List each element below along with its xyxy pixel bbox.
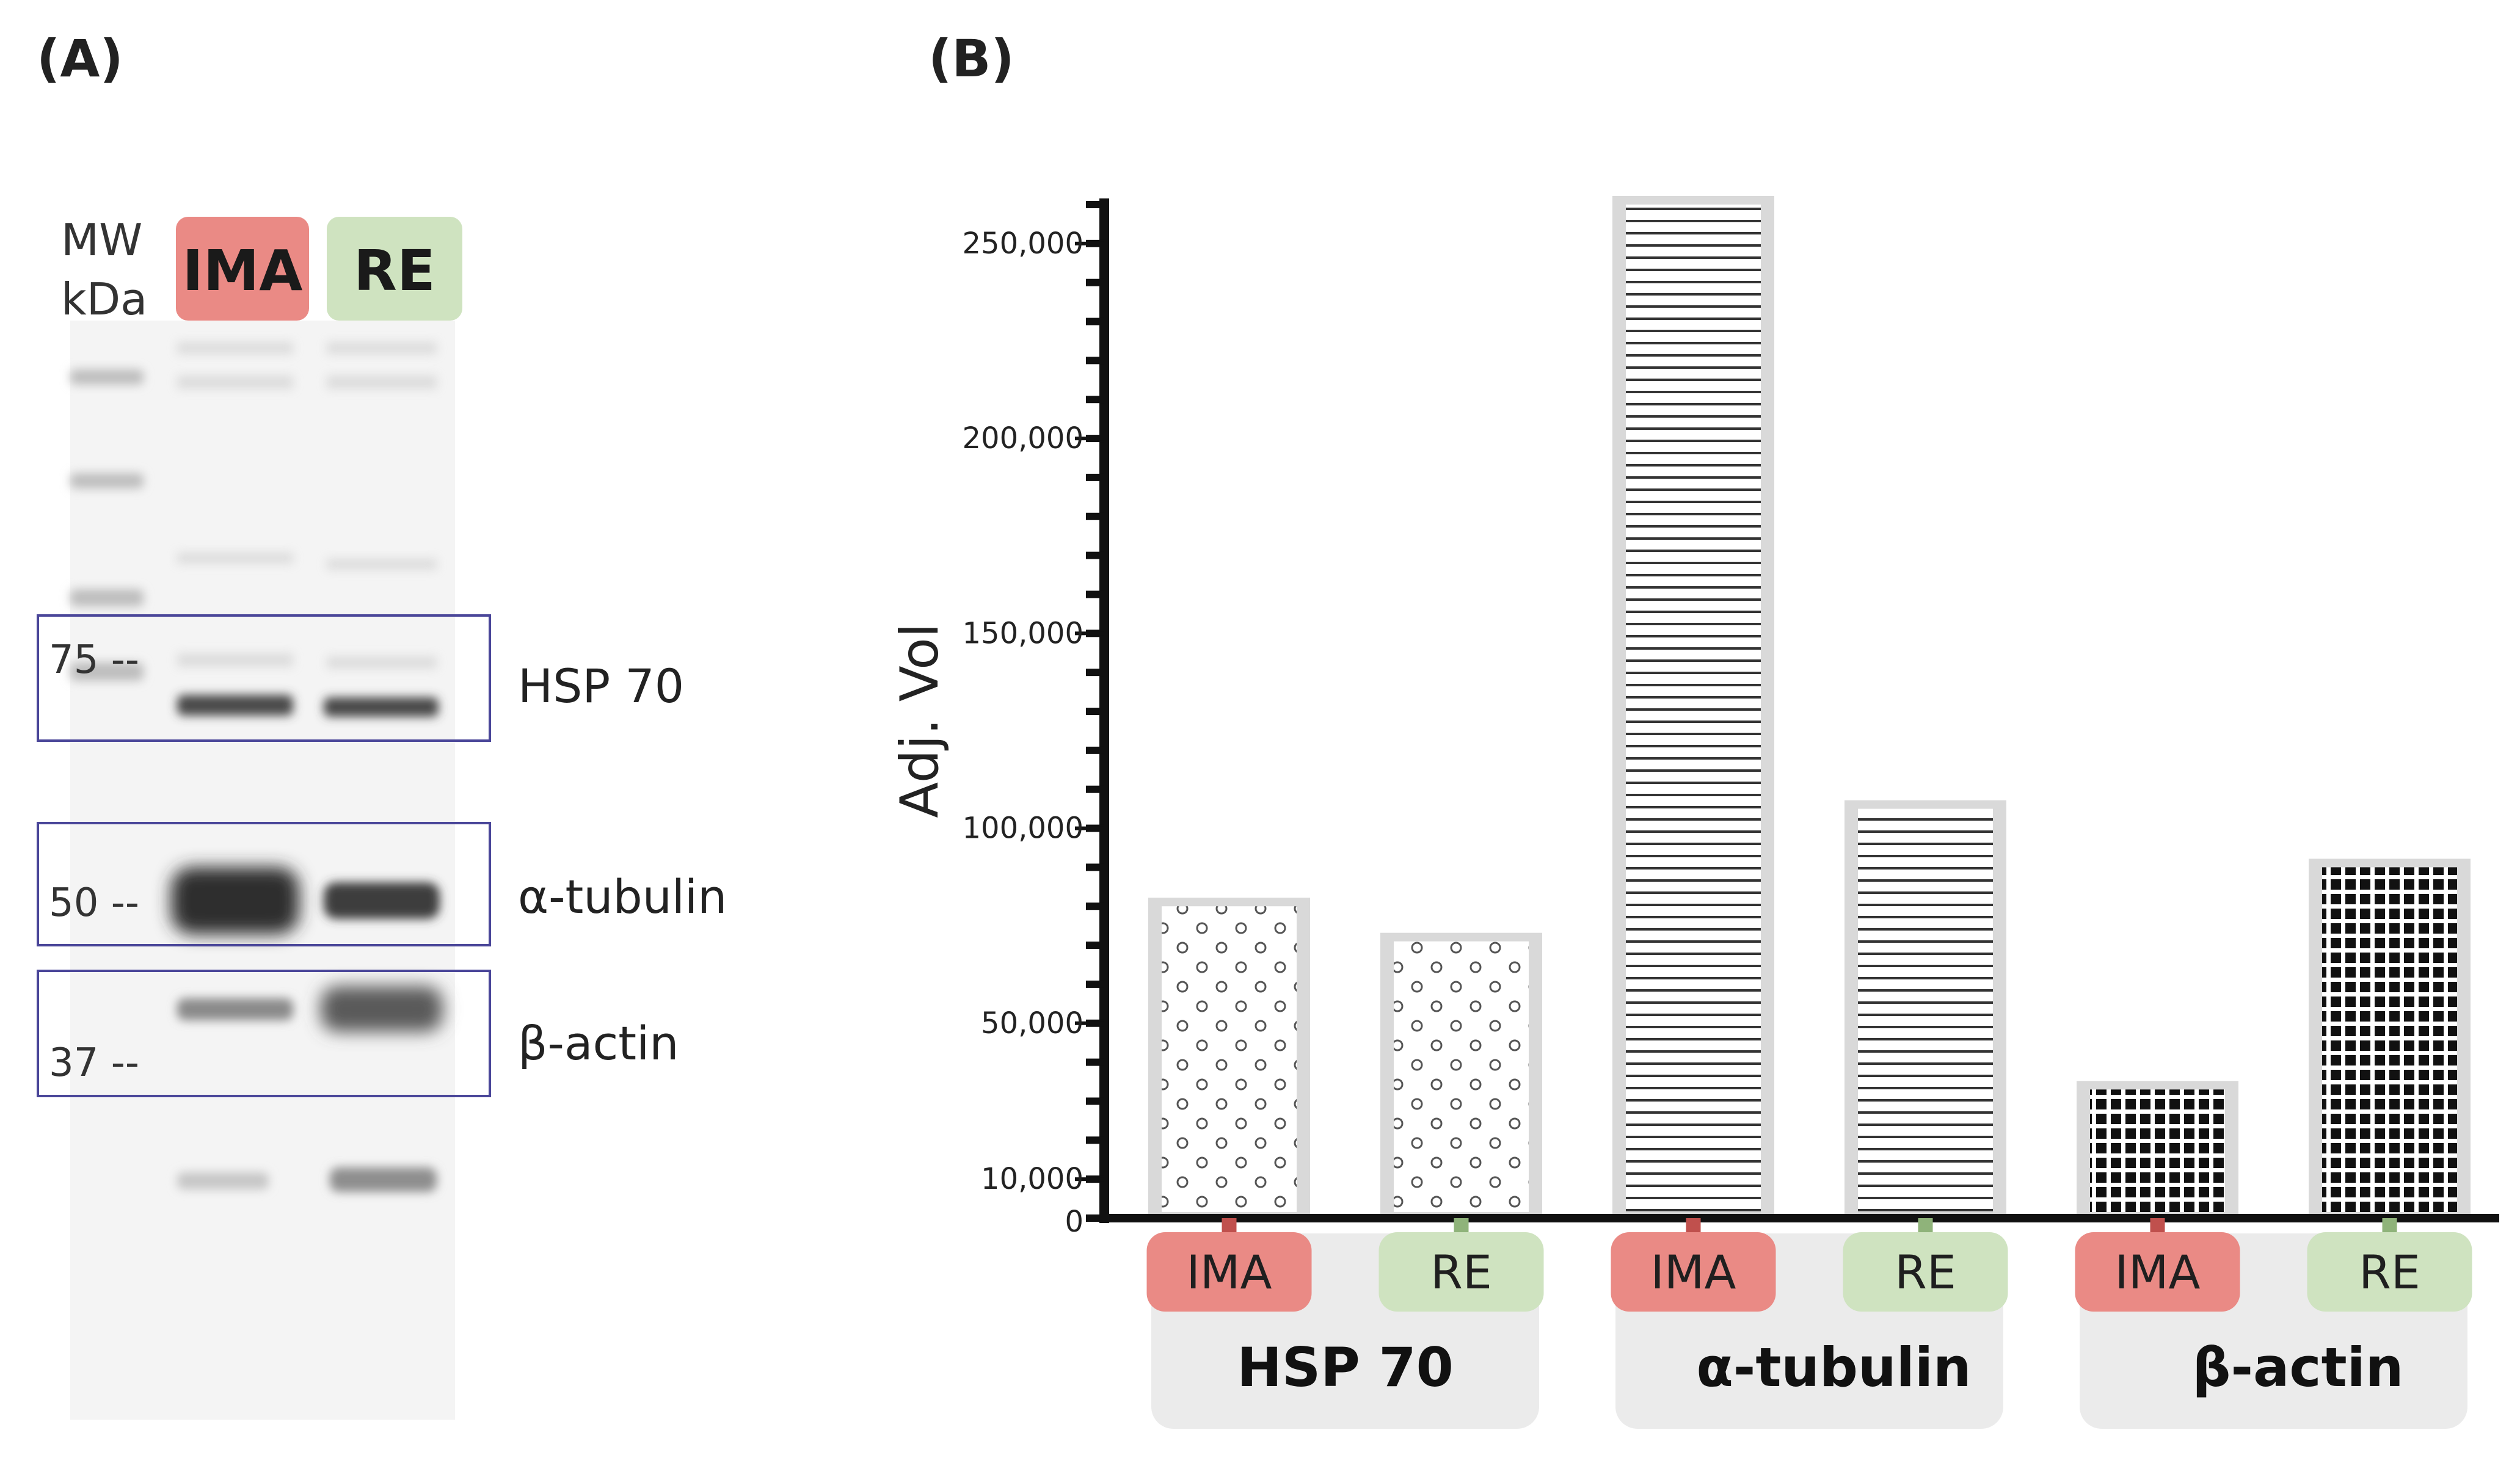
- y-tick-label: 250,000: [963, 227, 1084, 261]
- y-minor-tick: [1086, 318, 1104, 325]
- lane-re-badge: [327, 217, 462, 321]
- y-tick-label: 0: [1065, 1205, 1083, 1239]
- y-minor-tick: [1086, 746, 1104, 754]
- group-boxes: [1151, 1233, 2467, 1429]
- y-minor-tick: [1086, 669, 1104, 677]
- x-axis-line: [1099, 1214, 2499, 1222]
- panel-b-label: (B): [928, 29, 1014, 89]
- y-axis: 0 10,000 50,000 100,000 150,000 200,000 250,00…: [963, 198, 2499, 1239]
- protein-label-alpha-tubulin: α-tubulin: [518, 869, 727, 924]
- marker-50-label: 50 --: [49, 880, 139, 926]
- region-boxes: [37, 614, 491, 1097]
- lane-ima-badge: [176, 217, 309, 321]
- y-axis-title: Adj. Vol: [889, 623, 950, 818]
- y-minor-tick: [1086, 473, 1104, 481]
- mw-label-line1: MW: [61, 214, 142, 266]
- y-major-tick: [1075, 1021, 1104, 1025]
- bar: [2090, 1089, 2225, 1212]
- y-tick-label: 50,000: [981, 1006, 1083, 1040]
- lane-re-label: RE: [354, 238, 435, 303]
- y-minor-tick: [1086, 1058, 1104, 1066]
- bar: [1162, 906, 1297, 1212]
- bars: [1148, 196, 2471, 1218]
- bar: [1626, 205, 1761, 1212]
- condition-label: IMA: [1651, 1245, 1736, 1299]
- y-major-tick: [1075, 241, 1104, 245]
- faint-bands: [177, 342, 437, 669]
- y-minor-tick: [1086, 902, 1104, 910]
- lower-bands: [177, 1167, 437, 1192]
- condition-labels: HSP 70 IMA RE α-tubulin IMA RE β-actin IMA RE: [1146, 1218, 2472, 1399]
- condition-label: RE: [1430, 1245, 1492, 1299]
- y-tick-label: 200,000: [963, 421, 1084, 456]
- y-minor-tick: [1086, 278, 1104, 286]
- y-minor-tick: [1086, 980, 1104, 988]
- hsp70-region-box: [37, 614, 491, 742]
- protein-label-beta-actin: β-actin: [518, 1016, 679, 1070]
- lane-ima-label: IMA: [183, 238, 303, 303]
- y-tick-label: 100,000: [963, 811, 1084, 846]
- y-minor-tick: [1086, 1097, 1104, 1105]
- condition-badge: [1611, 1232, 1776, 1312]
- bar: [1394, 941, 1529, 1212]
- beta-actin-bands: [177, 986, 443, 1032]
- y-major-tick: [1075, 1177, 1104, 1182]
- y-major-tick: [1075, 437, 1104, 441]
- y-major-tick: [1075, 631, 1104, 636]
- y-minor-tick: [1086, 512, 1104, 520]
- y-tick-label: 10,000: [981, 1162, 1083, 1196]
- y-tick-label: 150,000: [963, 616, 1084, 650]
- condition-label: IMA: [2115, 1245, 2201, 1299]
- condition-badge: [1378, 1232, 1544, 1312]
- alpha-tubulin-bands: [171, 867, 440, 934]
- bar-chart: 0 10,000 50,000 100,000 150,000 200,000 250,00…: [889, 196, 2499, 1429]
- y-minor-tick: [1086, 785, 1104, 793]
- hsp70-bands: [177, 695, 439, 717]
- y-minor-tick: [1086, 942, 1104, 949]
- y-minor-tick: [1086, 201, 1104, 208]
- mw-label-line2: kDa: [61, 274, 147, 325]
- marker-37-label: 37 --: [49, 1040, 139, 1086]
- protein-label-hsp70: HSP 70: [518, 659, 684, 713]
- condition-label: RE: [1895, 1245, 1956, 1299]
- y-major-tick: [1075, 826, 1104, 830]
- group-label: β-actin: [2193, 1336, 2404, 1399]
- y-minor-tick: [1086, 863, 1104, 871]
- western-blot-panel: MW kDa IMA RE 75 -- 50 -- 37 -- HSP 70 α…: [37, 214, 727, 1420]
- panel-a-label: (A): [37, 29, 123, 89]
- group-label: α-tubulin: [1696, 1336, 1971, 1399]
- y-minor-tick: [1086, 357, 1104, 365]
- group-label: HSP 70: [1237, 1336, 1454, 1399]
- condition-badge: [2307, 1232, 2472, 1312]
- mw-ladder: [70, 369, 144, 681]
- condition-badge: [1843, 1232, 2008, 1312]
- y-minor-tick: [1086, 396, 1104, 404]
- alpha-tubulin-region-box: [37, 822, 491, 946]
- condition-label: IMA: [1187, 1245, 1272, 1299]
- bar: [2322, 867, 2457, 1212]
- condition-badge: [2075, 1232, 2240, 1312]
- y-minor-tick: [1086, 708, 1104, 715]
- marker-75-label: 75 --: [49, 637, 139, 683]
- y-minor-tick: [1086, 1136, 1104, 1144]
- beta-actin-region-box: [37, 970, 491, 1097]
- y-minor-tick: [1086, 590, 1104, 598]
- condition-badge: [1146, 1232, 1312, 1312]
- bar: [1858, 808, 1993, 1212]
- condition-label: RE: [2359, 1245, 2420, 1299]
- y-minor-tick: [1086, 551, 1104, 559]
